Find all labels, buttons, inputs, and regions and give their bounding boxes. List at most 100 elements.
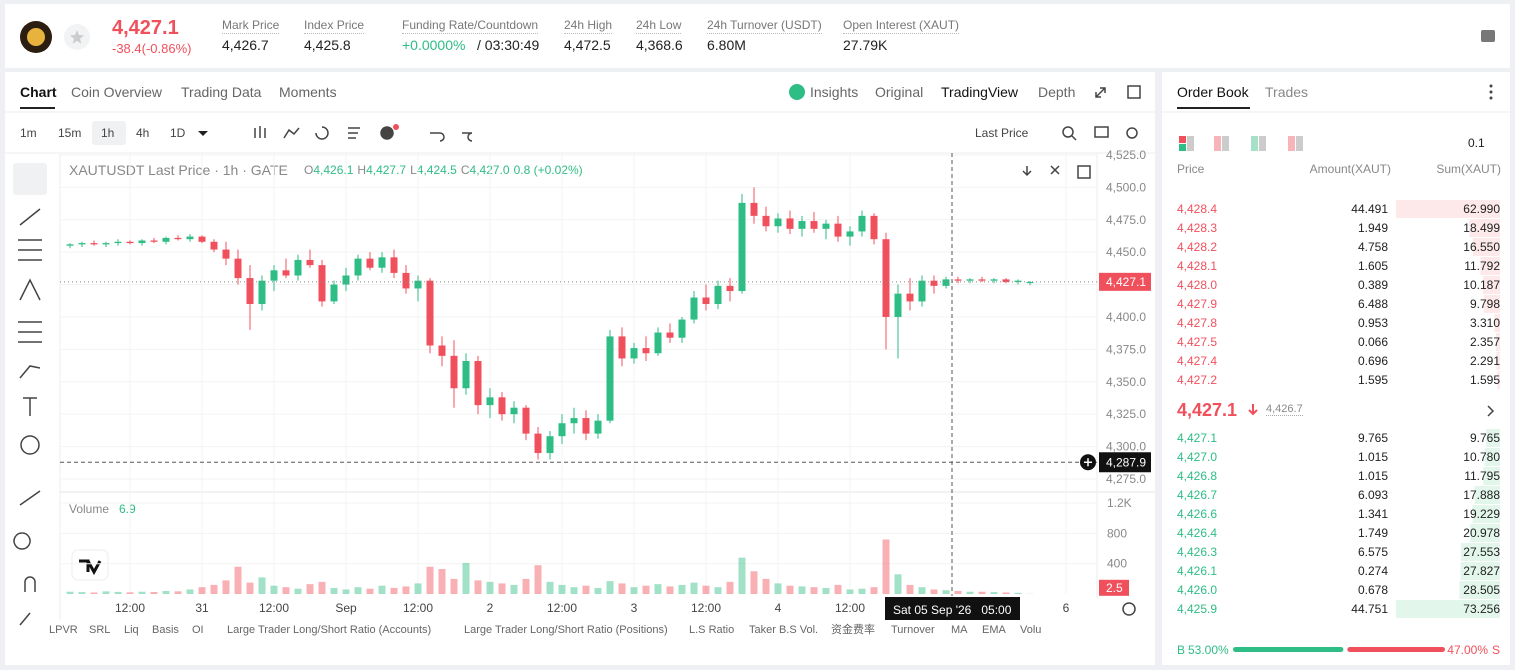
ohlc-change: 0.8 (+0.02%) (513, 163, 583, 177)
ohlc-legend: O4,426.1H4,427.7L4,424.5C4,427.00.8 (+0.… (304, 164, 583, 176)
candle-body (210, 241, 218, 250)
candle-body (546, 436, 554, 454)
candle-body (858, 215, 866, 232)
stat-value: 6.80M (707, 37, 746, 53)
down-arrow (1248, 404, 1258, 416)
indicator[interactable]: Basis (152, 624, 179, 636)
volume-bar (990, 592, 998, 594)
indicator[interactable]: Liq (124, 624, 139, 636)
volume-bar (90, 592, 98, 594)
ob-price: 4,426.0 (1177, 583, 1217, 597)
indicator[interactable]: Taker B.S Vol. (749, 624, 819, 636)
indicator[interactable]: LPVR (49, 624, 78, 636)
indicator[interactable]: Turnover (891, 624, 935, 636)
candle-body (402, 272, 410, 289)
menu-icon[interactable] (1481, 30, 1495, 42)
view-tab[interactable]: Depth (1038, 84, 1076, 100)
window-icon[interactable] (1127, 85, 1141, 99)
depth-bar (1483, 276, 1500, 294)
chevron[interactable] (1487, 405, 1495, 417)
ob-amount: 1.949 (1358, 221, 1388, 235)
x-tick-label: 31 (195, 601, 209, 615)
candle-body (594, 420, 602, 434)
volume-bar (738, 557, 746, 594)
view-tab[interactable]: Insights (810, 84, 859, 100)
x-tick-label: Sep (335, 601, 357, 615)
ratio-buy-bar (1233, 647, 1344, 652)
chart-tab[interactable]: Chart (20, 84, 57, 100)
interval[interactable]: 1D (170, 126, 186, 140)
indicator[interactable]: SRL (89, 624, 111, 636)
volume-bar (690, 582, 698, 594)
view-tab[interactable]: Original (875, 84, 924, 100)
volume-bar (1002, 592, 1010, 594)
candle-body (78, 243, 86, 245)
expand-icon[interactable] (1095, 87, 1106, 98)
y-tick-label: 4,525.0 (1106, 150, 1146, 162)
candle-body (990, 279, 998, 281)
depth-bar (1460, 543, 1500, 561)
indicator[interactable]: Large Trader Long/Short Ratio (Positions… (464, 624, 668, 636)
candle-body (498, 397, 506, 415)
crosshair-price-box (1099, 452, 1151, 473)
chart-tab[interactable]: Moments (279, 84, 337, 100)
volume-bar (102, 591, 110, 594)
ob-amount: 0.274 (1358, 564, 1388, 578)
indicator[interactable]: EMA (982, 624, 1006, 636)
ob-price: 4,427.0 (1177, 450, 1217, 464)
indicator[interactable]: L.S Ratio (689, 624, 735, 636)
candle-body (918, 280, 926, 302)
stat-value: 4,426.7 (222, 37, 269, 53)
stat-label: 24h Turnover (USDT) (707, 18, 822, 34)
depth-bar (1396, 200, 1500, 218)
view-tab[interactable]: TradingView (941, 84, 1019, 100)
ai-icon (789, 84, 805, 100)
interval[interactable]: 1h (101, 126, 115, 140)
precision[interactable]: 0.1 (1468, 136, 1485, 150)
volume-bar (282, 587, 290, 594)
interval[interactable]: 15m (58, 126, 82, 140)
candle-body (522, 407, 530, 434)
ob-price: 4,428.2 (1177, 240, 1217, 254)
depth-bar (1472, 238, 1500, 256)
ob-price: 4,426.1 (1177, 564, 1217, 578)
indicator[interactable]: Large Trader Long/Short Ratio (Accounts) (227, 624, 432, 636)
volume-bar (846, 589, 854, 594)
volume-bar (918, 587, 926, 594)
volume-bar (942, 590, 950, 594)
volume-bar (438, 569, 446, 594)
last-price-label: 4,427.1 (1106, 275, 1146, 289)
candle-body (246, 278, 254, 305)
ob-amount: 6.575 (1358, 545, 1388, 559)
volume-legend: 6.9 (119, 502, 136, 516)
indicator[interactable]: OI (192, 624, 204, 636)
volume-bar (822, 587, 830, 594)
candle-body (342, 275, 350, 285)
ob-tab[interactable]: Order Book (1177, 84, 1249, 100)
candle-body (834, 223, 842, 237)
volume-bar (810, 587, 818, 594)
interval[interactable]: 4h (136, 126, 150, 140)
y-tick-label: 4,325.0 (1106, 407, 1146, 421)
volume-bar (174, 591, 182, 594)
x-tick-label: 3 (631, 601, 638, 615)
candle-body (1026, 281, 1034, 284)
interval[interactable]: 1m (20, 126, 37, 140)
ob-price: 4,426.7 (1177, 488, 1217, 502)
indicator[interactable]: 资金费率 (831, 624, 875, 636)
indicator[interactable]: Volu (1020, 624, 1042, 636)
chart-title: XAUTUSDT Last Price · 1h · GATE (69, 162, 288, 178)
stat-label: Funding Rate/Countdown (402, 18, 539, 34)
ob-price: 4,426.3 (1177, 545, 1217, 559)
candle-body (762, 215, 770, 227)
dropdown-arrow (198, 131, 208, 136)
volume-bar (714, 587, 722, 594)
price-source[interactable]: Last Price (975, 126, 1029, 140)
indicator[interactable]: MA (951, 624, 968, 636)
candle-body (102, 243, 110, 245)
chart-tab[interactable]: Trading Data (181, 84, 262, 100)
ob-tab[interactable]: Trades (1265, 84, 1309, 100)
chart-tab[interactable]: Coin Overview (71, 84, 163, 100)
volume-tick-label: 1.2K (1107, 496, 1132, 510)
volume-bar (150, 592, 158, 594)
